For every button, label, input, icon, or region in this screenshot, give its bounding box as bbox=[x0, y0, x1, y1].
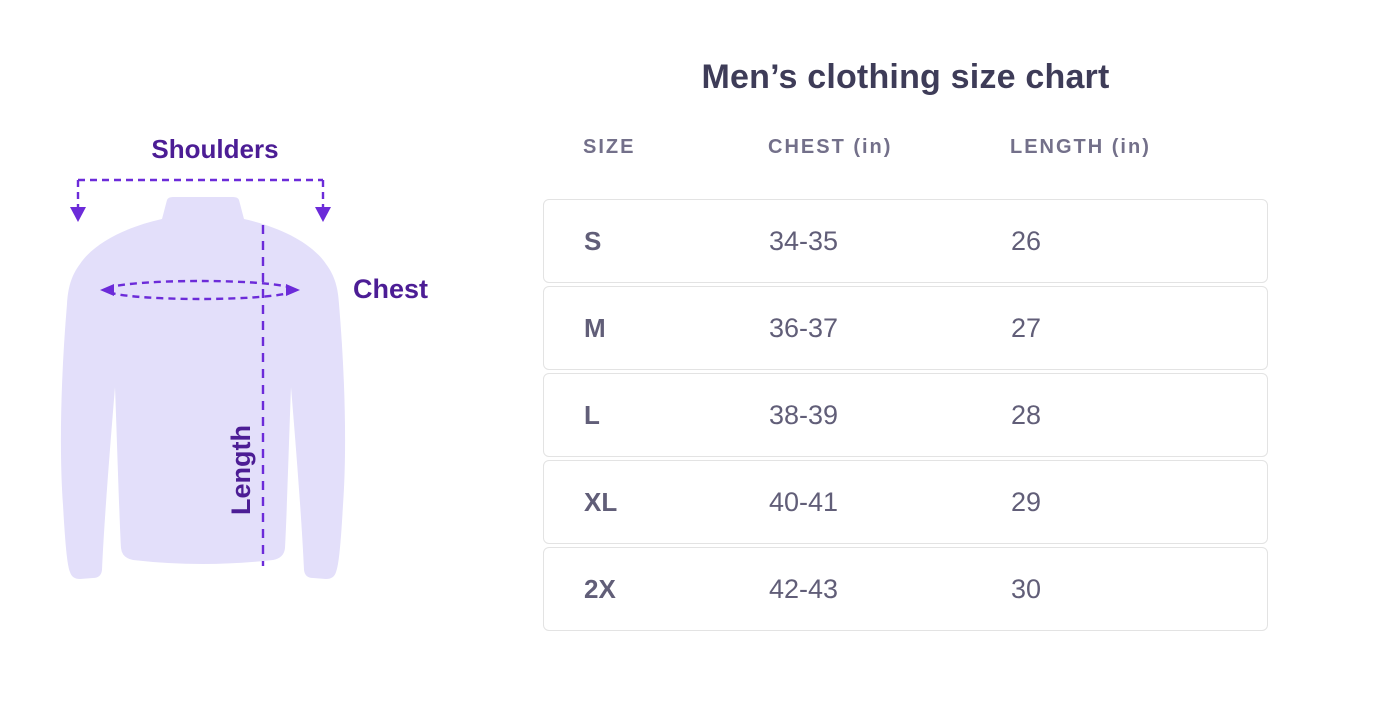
cell-size: S bbox=[584, 225, 602, 256]
shoulders-label: Shoulders bbox=[151, 134, 279, 164]
cell-size: 2X bbox=[584, 573, 616, 604]
table-header-row: SIZE CHEST (in) LENGTH (in) bbox=[543, 134, 1268, 160]
shirt-measurement-diagram: Shoulders Chest Length bbox=[40, 130, 500, 670]
column-header-size: SIZE bbox=[583, 135, 636, 158]
table-body: S 34-35 26 M 36-37 27 L 38-39 28 XL 40-41 29 2X 42-43… bbox=[543, 199, 1268, 634]
cell-length: 30 bbox=[1011, 573, 1042, 604]
length-label: Length bbox=[226, 425, 256, 515]
column-header-length: LENGTH (in) bbox=[1010, 135, 1151, 158]
cell-length: 26 bbox=[1011, 225, 1042, 256]
chest-measure-line bbox=[100, 279, 300, 301]
table-row: M 36-37 27 bbox=[543, 286, 1268, 370]
cell-length: 27 bbox=[1011, 312, 1042, 343]
shirt-shape bbox=[60, 197, 346, 579]
cell-length: 29 bbox=[1011, 486, 1042, 517]
column-header-chest: CHEST (in) bbox=[768, 135, 893, 158]
cell-size: L bbox=[584, 399, 600, 430]
cell-chest: 42-43 bbox=[769, 573, 839, 604]
arrow-left-icon bbox=[100, 284, 114, 296]
arrow-right-icon bbox=[286, 284, 300, 296]
arrow-down-left-icon bbox=[70, 207, 86, 222]
shoulders-measure-line bbox=[70, 178, 331, 222]
shirt-illustration bbox=[60, 178, 346, 579]
cell-size: XL bbox=[584, 486, 618, 517]
cell-chest: 40-41 bbox=[769, 486, 839, 517]
size-chart: Men’s clothing size chart SIZE CHEST (in… bbox=[543, 40, 1268, 640]
cell-size: M bbox=[584, 312, 606, 343]
arrow-down-right-icon bbox=[315, 207, 331, 222]
cell-chest: 34-35 bbox=[769, 225, 839, 256]
cell-chest: 38-39 bbox=[769, 399, 839, 430]
cell-length: 28 bbox=[1011, 399, 1042, 430]
chart-title: Men’s clothing size chart bbox=[701, 58, 1110, 96]
table-row: XL 40-41 29 bbox=[543, 460, 1268, 544]
cell-chest: 36-37 bbox=[769, 312, 839, 343]
table-row: 2X 42-43 30 bbox=[543, 547, 1268, 631]
table-row: S 34-35 26 bbox=[543, 199, 1268, 283]
chest-label: Chest bbox=[353, 274, 429, 304]
table-row: L 38-39 28 bbox=[543, 373, 1268, 457]
